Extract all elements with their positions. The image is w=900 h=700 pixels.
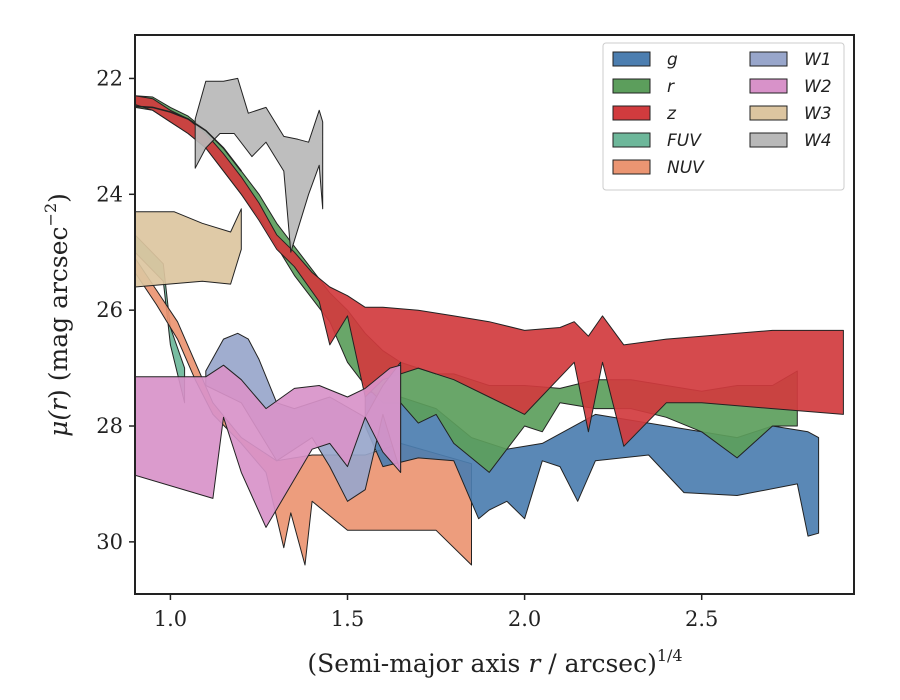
legend-swatch (749, 78, 788, 94)
legend-entry-z: z (612, 104, 677, 124)
legend-label: W2 (804, 77, 832, 97)
y-axis-label: μ(r) (mag arcsec−2) (41, 193, 73, 437)
x-axis-label-unit: / arcsec) (540, 649, 657, 678)
y-axis-label-close: ) (44, 193, 73, 203)
x-axis-label: (Semi-major axis r / arcsec)1/4 (307, 646, 682, 678)
x-tick-label: 2.5 (685, 607, 718, 631)
legend-label: z (666, 104, 677, 124)
legend-swatch (612, 78, 651, 94)
series-band-w2 (135, 364, 402, 528)
y-axis-label-sup: −2 (41, 203, 60, 227)
series-band-w3 (135, 208, 242, 288)
y-tick-label: 26 (96, 298, 123, 322)
legend-label: r (667, 77, 675, 97)
legend-swatch (749, 132, 788, 148)
legend-label: W4 (804, 131, 832, 151)
x-axis-label-var: r (528, 649, 542, 678)
legend-swatch (612, 159, 651, 175)
legend-label: W3 (804, 104, 832, 124)
legend-entry-r: r (612, 77, 675, 97)
legend-entry-g: g (612, 50, 678, 70)
x-tick-label: 2.0 (508, 607, 541, 631)
legend-label: W1 (804, 50, 832, 70)
legend-entry-w1: W1 (749, 50, 832, 70)
series-band-z (135, 95, 844, 447)
y-axis-label-unit: ) (mag arcsec (44, 226, 73, 399)
x-tick-label: 1.0 (154, 607, 187, 631)
x-tick-label: 1.5 (331, 607, 364, 631)
legend-label: FUV (667, 131, 702, 151)
legend-swatch (612, 51, 651, 67)
axes-frame (134, 34, 855, 595)
y-tick-label: 28 (96, 414, 123, 438)
y-axis-label-var: r (44, 397, 73, 411)
x-axis-label-main: (Semi-major axis (307, 649, 528, 678)
profile-line-0 (135, 105, 242, 172)
legend-entry-nuv: NUV (612, 158, 705, 178)
plot-area (135, 77, 844, 566)
y-tick-label: 30 (96, 530, 123, 554)
legend-swatch (612, 105, 651, 121)
x-axis-label-sup: 1/4 (657, 646, 683, 665)
legend-swatch (612, 132, 651, 148)
y-tick-label: 22 (96, 66, 123, 90)
y-tick-label: 24 (96, 182, 123, 206)
legend-entry-fuv: FUV (612, 131, 702, 151)
legend-swatch (749, 51, 788, 67)
legend: grz FUV NUV W1 W2 W3 W4 (602, 42, 845, 191)
series-band-g (364, 390, 820, 537)
legend-entry-w4: W4 (749, 131, 832, 151)
legend-label: NUV (667, 158, 705, 178)
x-axis: 1.0 1.5 2.0 2.5 (154, 594, 718, 631)
series-band-w4 (194, 77, 324, 253)
legend-entry-w2: W2 (749, 77, 832, 97)
legend-swatch (749, 105, 788, 121)
y-axis-label-main: μ( (44, 410, 73, 437)
legend-label: g (667, 50, 678, 70)
legend-entry-w3: W3 (749, 104, 832, 124)
y-axis: 22 24 26 28 30 (96, 66, 135, 554)
